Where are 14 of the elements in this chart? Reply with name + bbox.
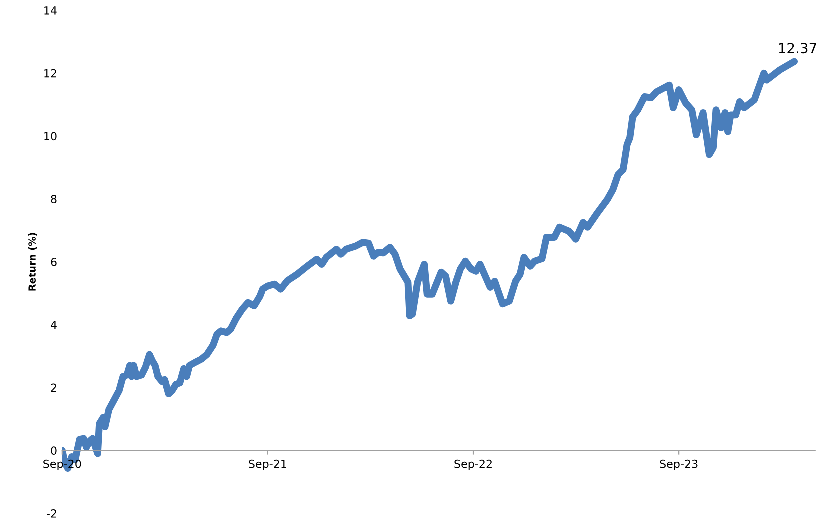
y-tick-label: -2 bbox=[47, 509, 56, 518]
y-tick-label: 10 bbox=[44, 132, 57, 141]
y-tick-label: 14 bbox=[44, 6, 57, 15]
x-tick-label: Sep-22 bbox=[454, 460, 492, 470]
y-tick-label: 8 bbox=[51, 195, 57, 204]
annotation: 12.37 bbox=[779, 43, 816, 54]
x-tick-label: Sep-23 bbox=[660, 460, 698, 470]
y-tick-label: 2 bbox=[51, 384, 56, 392]
y-axis-title: Return (%) bbox=[28, 233, 38, 291]
y-tick-label: 0 bbox=[51, 446, 57, 456]
y-tick-label: 6 bbox=[51, 258, 57, 266]
x-tick-label: Sep-21 bbox=[249, 460, 286, 470]
y-tick-label: 12 bbox=[44, 69, 56, 78]
y-tick-label: 4 bbox=[51, 321, 57, 330]
